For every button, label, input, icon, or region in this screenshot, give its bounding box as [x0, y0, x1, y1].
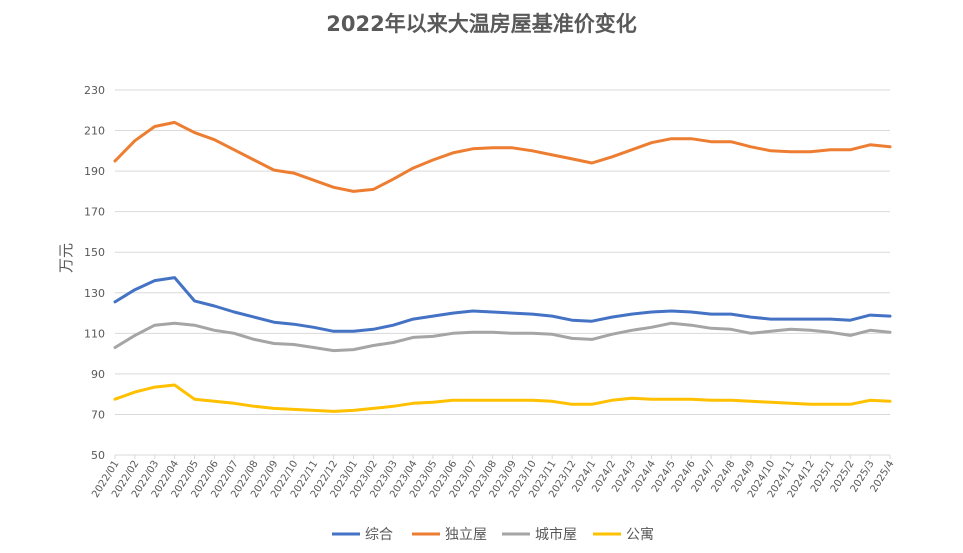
- legend-label: 公寓: [626, 526, 654, 543]
- y-tick-label: 210: [84, 125, 105, 138]
- legend-label: 城市屋: [535, 526, 577, 543]
- series-line-0: [113, 276, 892, 333]
- y-tick-label: 130: [84, 287, 105, 300]
- y-tick-label: 90: [91, 368, 105, 381]
- y-tick-label: 50: [91, 449, 105, 462]
- series-line-3: [113, 383, 892, 413]
- x-axis: 2022/012022/022022/032022/042022/052022/…: [90, 455, 897, 500]
- legend: 综合 独立屋 城市屋 公寓: [332, 526, 654, 543]
- y-tick-label: 190: [84, 165, 105, 178]
- chart-title: 2022年以来大温房屋基准价变化: [326, 12, 637, 36]
- y-tick-label: 230: [84, 84, 105, 97]
- y-tick-label: 150: [84, 246, 105, 259]
- y-tick-label: 170: [84, 206, 105, 219]
- legend-label: 综合: [365, 527, 393, 543]
- y-axis-label: 万元: [57, 243, 75, 273]
- series-line-1: [113, 120, 892, 193]
- series-line-2: [113, 321, 892, 353]
- y-tick-label: 70: [91, 408, 105, 421]
- y-axis: 50 70 90 110 130 150 170 190 210 230: [84, 84, 105, 462]
- series-lines: [113, 120, 892, 413]
- legend-label: 独立屋: [445, 527, 487, 543]
- gridlines: [115, 89, 890, 456]
- y-tick-label: 110: [84, 327, 105, 340]
